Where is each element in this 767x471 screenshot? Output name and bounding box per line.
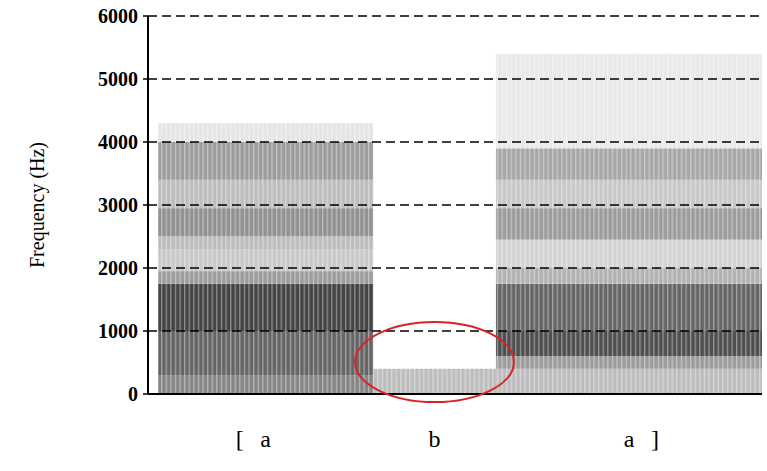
segment (158, 123, 373, 394)
segment-label: a (260, 426, 271, 452)
grid-line (148, 204, 762, 205)
tick-label: 1000 (98, 320, 138, 342)
bracket: [ (236, 426, 244, 452)
highlight-ellipse (355, 322, 514, 402)
energy-band (373, 369, 496, 394)
grid-line (148, 141, 762, 142)
grid-line (148, 78, 762, 79)
axis-title: Frequency (Hz) (26, 142, 49, 268)
segment-label: a (624, 426, 635, 452)
tick-label: 5000 (98, 68, 138, 90)
glottal-pulses (373, 369, 496, 394)
tick-label: 4000 (98, 131, 138, 153)
spectrogram (158, 54, 762, 394)
x-axis (148, 393, 762, 395)
tick-label: 2000 (98, 257, 138, 279)
segment (373, 369, 496, 394)
grid-line (148, 15, 762, 16)
grid-line (148, 267, 762, 268)
segment (496, 54, 762, 394)
y-axis (147, 16, 149, 394)
chart: 0 1000 2000 3000 4000 5000 6000 Frequency (Hz) a… (0, 0, 767, 471)
glottal-pulses (496, 54, 762, 394)
tick-label: 0 (128, 383, 138, 405)
grid-line (148, 330, 762, 331)
glottal-pulses (158, 123, 373, 394)
tick-label: 6000 (98, 5, 138, 27)
segment-label: b (429, 426, 441, 452)
bracket: ] (651, 426, 659, 452)
tick-label: 3000 (98, 194, 138, 216)
